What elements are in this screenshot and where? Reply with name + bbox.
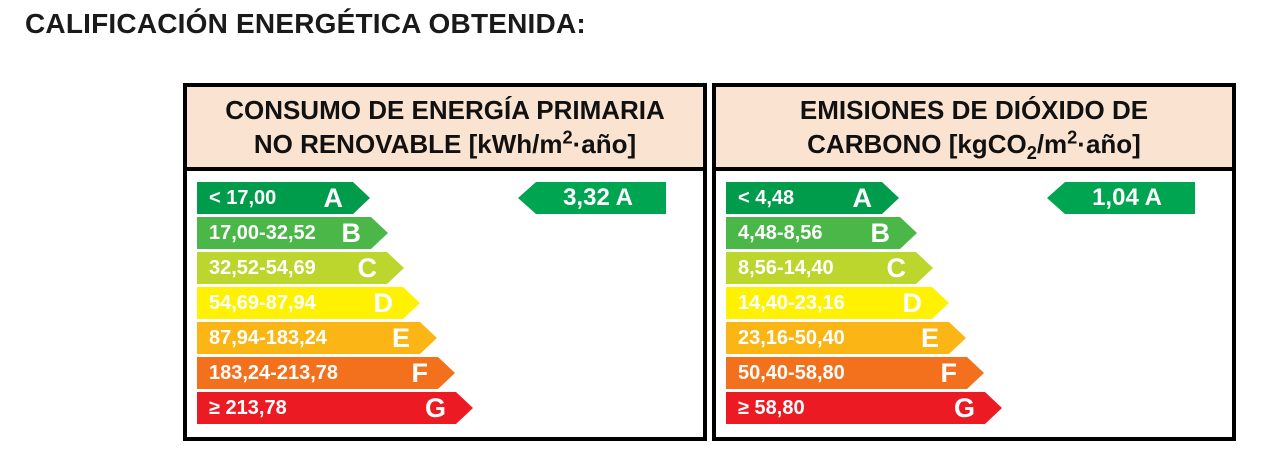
header-unit-pre: CARBONO [kgCO <box>807 129 1027 159</box>
obtained-rating-value: 1,04 A <box>1092 184 1162 211</box>
header-line2: CARBONO [kgCO2/m2·año] <box>807 127 1141 164</box>
rating-bar-a: < 4,48 A <box>726 182 899 214</box>
rating-letter: F <box>940 358 957 388</box>
rating-range-label: 54,69-87,94 <box>209 291 316 314</box>
header-unit-post: ·año] <box>572 129 637 159</box>
header-line1: CONSUMO DE ENERGÍA PRIMARIA <box>225 95 665 125</box>
rating-bar-e: 23,16-50,40 E <box>726 322 966 354</box>
panel-primary-energy-header: CONSUMO DE ENERGÍA PRIMARIA NO RENOVABLE… <box>187 87 703 171</box>
rating-letter: E <box>391 323 410 353</box>
rating-range-label: 4,48-8,56 <box>738 221 823 244</box>
rating-range-label: ≥ 58,80 <box>738 396 805 419</box>
rating-letter: D <box>902 288 922 318</box>
rating-bar-c: 8,56-14,40 C <box>726 252 933 284</box>
rating-bar-g: ≥ 58,80 G <box>726 392 1002 424</box>
rating-range-label: < 4,48 <box>738 186 795 209</box>
panel-co2-emissions-header: EMISIONES DE DIÓXIDO DE CARBONO [kgCO2/m… <box>716 87 1232 171</box>
header-line1: EMISIONES DE DIÓXIDO DE <box>799 95 1149 125</box>
rating-bar-a: < 17,00 A <box>197 182 370 214</box>
header-line2: NO RENOVABLE [kWh/m2·año] <box>254 127 636 161</box>
rating-letter: D <box>373 288 393 318</box>
rating-letter: F <box>411 358 428 388</box>
panel-co2-emissions-body: < 4,48 A 4,48-8,56 B 8,56-14,40 C 14,40-23,… <box>716 171 1232 437</box>
energy-certificate-table: CONSUMO DE ENERGÍA PRIMARIA NO RENOVABLE… <box>183 83 1236 441</box>
rating-letter: C <box>357 253 377 283</box>
rating-letter: B <box>341 218 361 248</box>
rating-bar-c: 32,52-54,69 C <box>197 252 404 284</box>
rating-range-label: 14,40-23,16 <box>738 291 845 314</box>
header-unit-sup: 2 <box>562 127 573 148</box>
rating-range-label: 183,24-213,78 <box>209 361 339 384</box>
obtained-rating-indicator-arrow: 3,32 A <box>518 182 666 214</box>
rating-range-label: 32,52-54,69 <box>209 256 316 279</box>
header-unit-mid: /m <box>1036 129 1068 159</box>
header-unit-post: ·año] <box>1077 129 1141 159</box>
rating-range-label: 17,00-32,52 <box>209 221 316 244</box>
rating-range-label: < 17,00 <box>209 186 277 209</box>
panel-primary-energy: CONSUMO DE ENERGÍA PRIMARIA NO RENOVABLE… <box>183 83 707 441</box>
header-unit-sub: 2 <box>1026 143 1037 164</box>
rating-bar-f: 183,24-213,78 F <box>197 357 455 389</box>
rating-letter: C <box>886 253 906 283</box>
rating-bar-d: 54,69-87,94 D <box>197 287 420 319</box>
rating-letter: A <box>323 183 343 213</box>
rating-letter: B <box>870 218 890 248</box>
page-title: CALIFICACIÓN ENERGÉTICA OBTENIDA: <box>25 8 586 39</box>
panel-primary-energy-body: < 17,00 A 17,00-32,52 B 32,52-54,69 C 54,69… <box>187 171 703 437</box>
rating-range-label: 23,16-50,40 <box>738 326 845 349</box>
rating-letter: G <box>953 393 975 423</box>
rating-scale-primary-energy: < 17,00 A 17,00-32,52 B 32,52-54,69 C 54,69… <box>197 182 703 427</box>
header-unit-pre: NO RENOVABLE [kWh/m <box>253 129 563 159</box>
rating-letter: E <box>920 323 939 353</box>
rating-range-label: ≥ 213,78 <box>209 396 287 419</box>
rating-letter: G <box>424 393 446 423</box>
obtained-rating-value: 3,32 A <box>563 184 633 211</box>
rating-scale-co2-emissions: < 4,48 A 4,48-8,56 B 8,56-14,40 C 14,40-23,… <box>726 182 1232 427</box>
rating-range-label: 87,94-183,24 <box>209 326 327 349</box>
rating-range-label: 50,40-58,80 <box>738 361 845 384</box>
rating-bar-e: 87,94-183,24 E <box>197 322 437 354</box>
obtained-rating-indicator-arrow: 1,04 A <box>1047 182 1195 214</box>
panel-co2-emissions: EMISIONES DE DIÓXIDO DE CARBONO [kgCO2/m… <box>712 83 1236 441</box>
rating-bar-f: 50,40-58,80 F <box>726 357 984 389</box>
header-unit-sup: 2 <box>1067 127 1078 148</box>
rating-letter: A <box>852 183 872 213</box>
rating-bar-g: ≥ 213,78 G <box>197 392 473 424</box>
rating-bar-d: 14,40-23,16 D <box>726 287 949 319</box>
rating-range-label: 8,56-14,40 <box>738 256 834 279</box>
rating-bar-b: 4,48-8,56 B <box>726 217 917 249</box>
rating-bar-b: 17,00-32,52 B <box>197 217 388 249</box>
